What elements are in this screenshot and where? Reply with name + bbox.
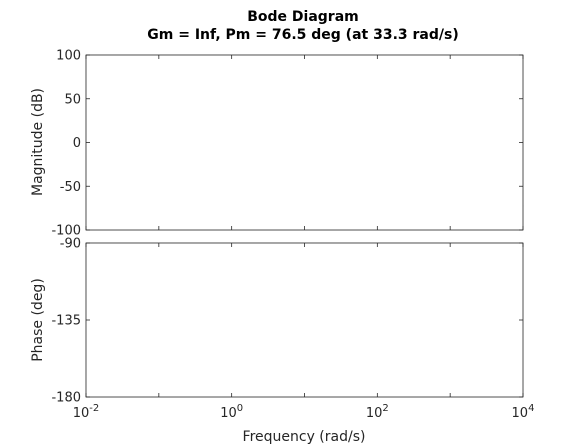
y-tick-label: -100 [51, 224, 81, 239]
x-tick-label: 100 [220, 403, 243, 421]
y-tick-label: 100 [56, 49, 81, 64]
phase-panel: 10-2 100 102 104 -90 -135 -180 [51, 237, 534, 422]
y-tick-label: -90 [60, 237, 81, 252]
magnitude-panel: 100 50 0 -50 -100 [51, 49, 524, 239]
x-tick-label: 102 [366, 403, 389, 421]
y-tick-label: -135 [51, 314, 81, 329]
chart-title: Bode Diagram [247, 9, 359, 25]
y-tick-label: -50 [60, 180, 81, 195]
phase-axis-label: Phase (deg) [30, 278, 46, 362]
y-tick-label: 50 [64, 92, 81, 107]
frequency-axis-label: Frequency (rad/s) [243, 429, 366, 445]
x-tick-label: 10-2 [73, 403, 100, 421]
y-tick-label: 0 [73, 136, 81, 151]
axis-frame [85, 242, 524, 398]
magnitude-axis-label: Magnitude (dB) [30, 88, 46, 196]
x-tick-label: 104 [512, 403, 535, 421]
y-tick-label: -180 [51, 391, 81, 406]
axis-frame [85, 54, 524, 231]
chart-subtitle: Gm = Inf, Pm = 76.5 deg (at 33.3 rad/s) [147, 27, 458, 43]
